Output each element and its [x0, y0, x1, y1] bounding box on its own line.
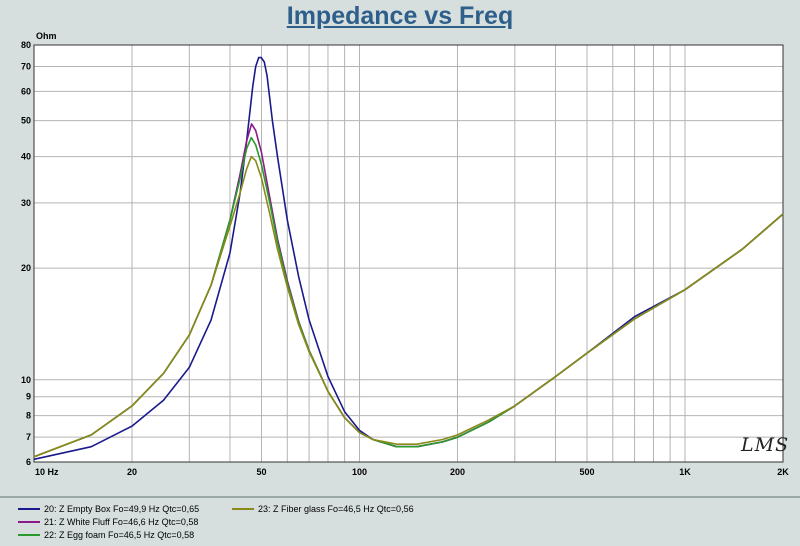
legend-entry: 23: Z Fiber glass Fo=46,5 Hz Qtc=0,56 — [232, 504, 414, 514]
legend-swatch — [18, 508, 40, 510]
x-tick-label: 1K — [679, 467, 691, 477]
x-tick-label: 10 Hz — [35, 467, 59, 477]
legend-entry: 20: Z Empty Box Fo=49,9 Hz Qtc=0,65 — [18, 504, 199, 514]
series-line-4 — [33, 155, 784, 458]
legend-label: 20: Z Empty Box Fo=49,9 Hz Qtc=0,65 — [44, 504, 200, 514]
y-tick-label: 8 — [26, 411, 31, 421]
x-tick-label: 2K — [777, 467, 789, 477]
y-tick-label: 6 — [26, 457, 31, 467]
plot-area — [34, 45, 783, 462]
y-tick-label: 40 — [21, 152, 31, 162]
y-tick-label: 20 — [21, 263, 31, 273]
legend-swatch — [232, 508, 254, 510]
chart-title: Impedance vs Freq — [286, 2, 514, 30]
y-tick-label: 70 — [21, 61, 31, 71]
impedance-chart: 10 Hz 20 50 100 200 500 1K 2K 6 7 8 9 10 20 30 40 50 60 70… — [21, 31, 789, 477]
x-tick-label: 200 — [450, 467, 465, 477]
y-tick-label: 10 — [21, 375, 31, 385]
lms-watermark: LMS — [741, 434, 790, 456]
legend-divider — [0, 496, 800, 498]
y-axis-label: Ohm — [36, 31, 57, 41]
x-tick-label: 20 — [127, 467, 137, 477]
legend-swatch — [18, 521, 40, 523]
x-tick-label: 100 — [352, 467, 367, 477]
legend-entry: 22: Z Egg foam Fo=46,5 Hz Qtc=0,58 — [18, 530, 194, 540]
y-tick-label: 60 — [21, 86, 31, 96]
legend-entry: 21: Z White Fluff Fo=46,6 Hz Qtc=0,58 — [18, 517, 198, 527]
y-tick-label: 7 — [26, 432, 31, 442]
y-tick-label: 50 — [21, 116, 31, 126]
y-tick-label: 9 — [26, 392, 31, 402]
y-tick-label: 30 — [21, 198, 31, 208]
legend-swatch — [18, 534, 40, 536]
y-tick-label: 80 — [21, 40, 31, 50]
legend-label: 22: Z Egg foam Fo=46,5 Hz Qtc=0,58 — [44, 530, 195, 540]
legend-label: 23: Z Fiber glass Fo=46,5 Hz Qtc=0,56 — [258, 504, 414, 514]
x-tick-label: 50 — [257, 467, 267, 477]
legend-label: 21: Z White Fluff Fo=46,6 Hz Qtc=0,58 — [44, 517, 199, 527]
x-tick-label: 500 — [580, 467, 595, 477]
plot-frame — [33, 44, 784, 463]
